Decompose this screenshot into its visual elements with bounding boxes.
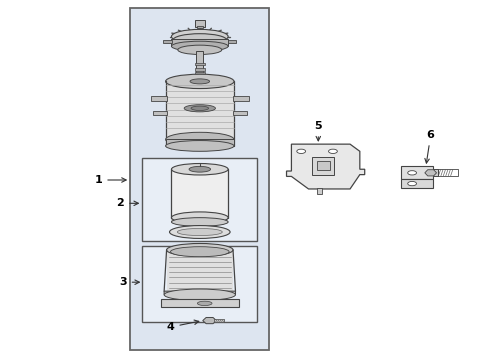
Polygon shape — [287, 144, 365, 189]
Ellipse shape — [171, 247, 229, 257]
Ellipse shape — [184, 105, 216, 112]
Bar — [143, 246, 257, 321]
Bar — [130, 8, 270, 350]
Bar — [318, 188, 322, 194]
Bar — [172, 217, 228, 222]
Ellipse shape — [164, 289, 236, 301]
Bar — [233, 111, 246, 116]
Bar — [195, 72, 205, 74]
Bar — [401, 179, 433, 188]
Bar — [167, 250, 233, 293]
Ellipse shape — [329, 149, 337, 153]
Ellipse shape — [189, 166, 211, 172]
Bar — [153, 111, 167, 116]
Bar — [166, 139, 234, 146]
Ellipse shape — [190, 79, 210, 84]
Bar — [197, 26, 203, 28]
Bar — [172, 169, 228, 218]
Bar — [166, 81, 234, 146]
Text: 2: 2 — [117, 198, 138, 208]
Ellipse shape — [172, 163, 228, 175]
Ellipse shape — [173, 34, 227, 46]
Bar — [195, 68, 205, 71]
Bar — [433, 169, 438, 176]
Polygon shape — [401, 166, 433, 179]
Text: 5: 5 — [315, 121, 322, 141]
Bar — [143, 158, 257, 241]
Text: 4: 4 — [167, 320, 199, 332]
Ellipse shape — [408, 181, 416, 186]
Bar — [233, 96, 248, 101]
Bar — [163, 40, 172, 43]
Ellipse shape — [167, 243, 233, 256]
Ellipse shape — [172, 30, 228, 44]
Ellipse shape — [297, 149, 306, 153]
Polygon shape — [203, 318, 217, 324]
Bar — [151, 96, 167, 101]
Ellipse shape — [197, 301, 212, 306]
Bar — [195, 21, 205, 27]
Text: 3: 3 — [119, 277, 139, 287]
Ellipse shape — [166, 140, 234, 151]
Bar — [172, 39, 228, 46]
Polygon shape — [425, 170, 437, 176]
Text: 1: 1 — [95, 175, 126, 185]
Bar — [228, 40, 237, 43]
Ellipse shape — [191, 106, 209, 111]
Bar — [161, 300, 239, 307]
Polygon shape — [196, 78, 203, 82]
Bar — [438, 169, 458, 176]
Ellipse shape — [166, 132, 234, 147]
Ellipse shape — [172, 41, 228, 51]
Bar — [196, 51, 203, 78]
Ellipse shape — [178, 45, 222, 54]
Ellipse shape — [408, 171, 416, 175]
Ellipse shape — [172, 218, 228, 226]
Bar — [215, 319, 224, 321]
Bar — [313, 157, 334, 175]
Ellipse shape — [166, 74, 234, 89]
Text: 6: 6 — [425, 130, 435, 163]
Bar — [317, 161, 330, 170]
Bar — [195, 63, 205, 65]
Ellipse shape — [172, 212, 228, 224]
Ellipse shape — [170, 226, 230, 238]
Polygon shape — [164, 291, 236, 294]
Ellipse shape — [177, 228, 222, 235]
